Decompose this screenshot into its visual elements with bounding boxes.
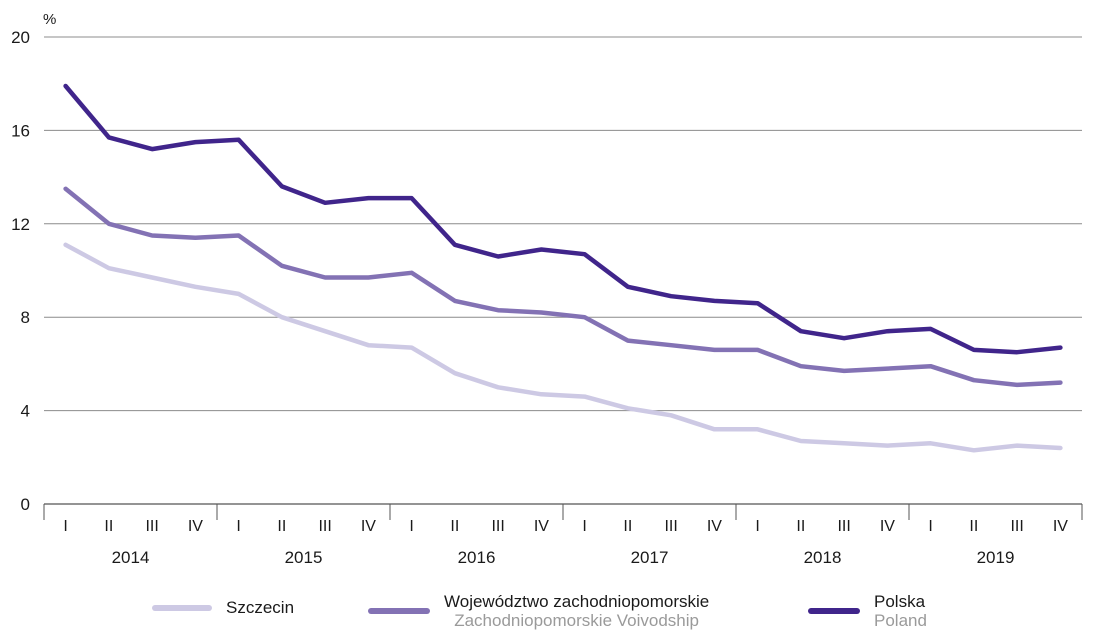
x-tick-label: I (928, 518, 932, 535)
y-tick-label: 0 (21, 495, 30, 514)
series-line-2 (63, 83, 1063, 355)
x-tick-label: I (409, 518, 413, 535)
x-tick-label: III (664, 518, 677, 535)
x-tick-label: II (623, 518, 632, 535)
year-label: 2016 (458, 548, 496, 567)
y-unit-label: % (43, 11, 56, 28)
y-tick-label: 4 (21, 402, 30, 421)
year-label: 2019 (977, 548, 1015, 567)
x-tick-label: IV (534, 518, 549, 535)
y-tick-label: 8 (21, 308, 30, 327)
series-line-1 (63, 186, 1063, 388)
year-label: 2018 (804, 548, 842, 567)
x-tick-label: I (755, 518, 759, 535)
x-tick-label: II (104, 518, 113, 535)
x-tick-label: III (837, 518, 850, 535)
x-tick-label: IV (188, 518, 203, 535)
x-tick-label: IV (1053, 518, 1068, 535)
x-tick-label: II (277, 518, 286, 535)
year-label: 2014 (112, 548, 150, 567)
year-label: 2017 (631, 548, 669, 567)
y-tick-label: 20 (11, 28, 30, 47)
y-tick-label: 16 (11, 121, 30, 140)
x-tick-label: I (63, 518, 67, 535)
x-tick-label: IV (361, 518, 376, 535)
x-tick-label: I (236, 518, 240, 535)
x-tick-label: II (450, 518, 459, 535)
x-tick-label: III (318, 518, 331, 535)
x-tick-label: III (491, 518, 504, 535)
year-label: 2015 (285, 548, 323, 567)
x-tick-label: II (969, 518, 978, 535)
x-tick-label: II (796, 518, 805, 535)
x-tick-label: III (145, 518, 158, 535)
x-tick-label: III (1010, 518, 1023, 535)
x-tick-label: I (582, 518, 586, 535)
x-tick-label: IV (880, 518, 895, 535)
series-line-0 (63, 242, 1063, 453)
y-tick-label: 12 (11, 215, 30, 234)
x-tick-label: IV (707, 518, 722, 535)
